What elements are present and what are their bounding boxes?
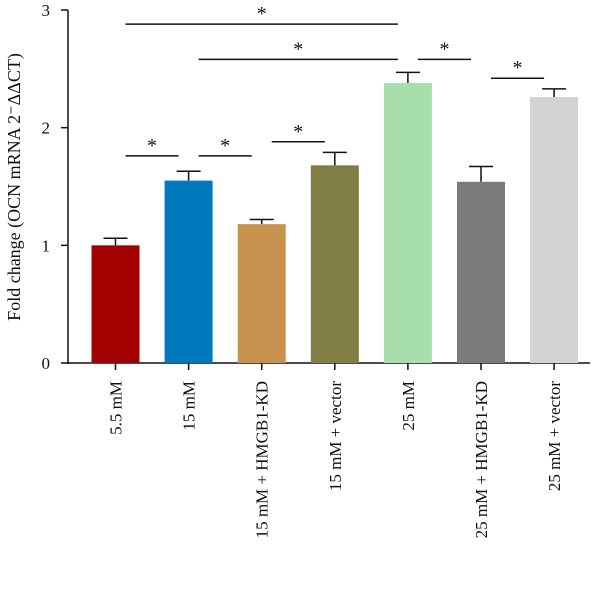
significance-markers: * * * * * * * (125, 3, 545, 157)
y-tick-label: 2 (42, 119, 51, 138)
significance-star: * (439, 38, 449, 60)
significance-star: * (257, 3, 267, 25)
bar (383, 82, 432, 363)
significance-star: * (220, 135, 230, 157)
bar (530, 97, 579, 363)
x-tick-label: 5.5 mM (107, 381, 126, 435)
x-tick-label: 15 mM + vector (326, 381, 345, 491)
x-tick-label: 15 mM (180, 381, 199, 431)
bar (91, 245, 140, 363)
y-axis-title: Fold change (OCN mRNA 2⁻ΔΔCT) (4, 53, 25, 321)
bars (91, 71, 579, 363)
bar (310, 165, 359, 363)
x-tick-label: 25 mM + vector (545, 381, 564, 491)
significance-star: * (513, 57, 523, 79)
x-tick-label: 25 mM + HMGB1-KD (472, 381, 491, 538)
bar (164, 180, 213, 363)
x-tick-label: 15 mM + HMGB1-KD (253, 381, 272, 538)
significance-star: * (293, 121, 303, 143)
bar (457, 181, 505, 363)
y-tick-label: 0 (42, 354, 51, 373)
significance-star: * (293, 38, 303, 60)
significance-star: * (147, 135, 157, 157)
y-tick-label: 1 (42, 236, 51, 255)
bar (237, 224, 286, 363)
x-tick-label: 25 mM (399, 381, 418, 431)
y-tick-label: 3 (42, 1, 51, 20)
axes: 0 1 2 3 5.5 mM 15 mM 15 mM + HMGB1-KD 15 mM + v… (42, 1, 591, 538)
